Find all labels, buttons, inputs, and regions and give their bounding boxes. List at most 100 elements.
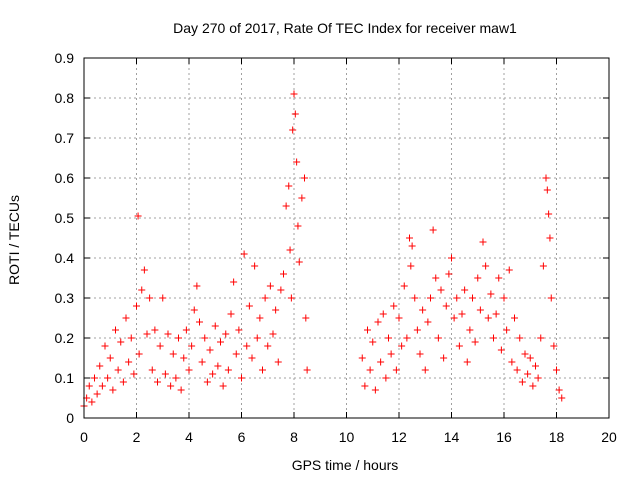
data-point [164, 330, 172, 338]
data-point [269, 330, 277, 338]
data-point [369, 338, 377, 346]
data-point [104, 374, 112, 382]
data-point [206, 346, 214, 354]
data-point [539, 262, 547, 270]
data-point [88, 398, 96, 406]
data-point [182, 326, 190, 334]
data-point [448, 254, 455, 262]
data-point [387, 350, 395, 358]
data-point [471, 338, 479, 346]
data-point [112, 326, 119, 334]
data-point [479, 238, 487, 246]
data-point [407, 262, 415, 270]
data-point [377, 358, 385, 366]
data-point [390, 302, 398, 310]
data-point [98, 382, 106, 390]
data-point [382, 374, 390, 382]
data-point [259, 366, 266, 374]
data-point [287, 294, 295, 302]
data-point [427, 294, 434, 302]
data-point [487, 290, 495, 298]
y-tick-label: 0 [66, 410, 74, 426]
data-point [175, 334, 182, 342]
x-tick-label: 0 [80, 429, 88, 445]
data-point [545, 210, 553, 218]
data-point [408, 242, 416, 250]
data-point [406, 234, 413, 242]
data-point [143, 330, 151, 338]
data-point [440, 354, 448, 362]
data-point [130, 370, 138, 378]
data-point [416, 350, 424, 358]
data-point [282, 202, 290, 210]
x-tick-label: 12 [391, 429, 407, 445]
data-point [109, 386, 117, 394]
data-point [177, 386, 185, 394]
data-point [214, 362, 222, 370]
data-point [371, 386, 379, 394]
data-point [374, 318, 382, 326]
grid [84, 58, 609, 418]
data-point [434, 334, 442, 342]
y-tick-label: 0.9 [55, 50, 75, 66]
data-point [524, 370, 532, 378]
x-tick-label: 16 [496, 429, 512, 445]
data-point [151, 326, 159, 334]
data-point [395, 314, 403, 322]
data-point [450, 314, 458, 322]
data-point [198, 358, 206, 366]
data-point [553, 366, 560, 374]
x-tick-label: 20 [601, 429, 617, 445]
data-point [161, 370, 169, 378]
data-point [261, 294, 269, 302]
y-axis-label: ROTI / TECUs [6, 195, 22, 285]
data-point [232, 350, 240, 358]
data-point [508, 358, 516, 366]
data-point [122, 314, 130, 322]
data-point [432, 274, 440, 282]
data-point [203, 378, 211, 386]
data-point [190, 306, 198, 314]
data-point [529, 382, 537, 390]
y-tick-label: 0.1 [55, 370, 75, 386]
data-points [80, 90, 566, 410]
data-point [285, 182, 293, 190]
y-tick-labels: 0 0.1 0.2 0.3 0.4 0.5 0.6 0.7 0.8 0.9 [55, 50, 75, 426]
chart-title: Day 270 of 2017, Rate Of TEC Index for r… [173, 20, 517, 36]
data-point [134, 212, 142, 220]
x-tick-label: 8 [290, 429, 298, 445]
data-point [101, 342, 109, 350]
data-point [490, 334, 497, 342]
data-point [294, 222, 302, 230]
data-point [484, 314, 492, 322]
data-point [227, 310, 235, 318]
y-tick-label: 0.4 [55, 250, 75, 266]
data-point [392, 366, 400, 374]
data-point [280, 270, 287, 278]
data-point [476, 306, 484, 314]
data-point [277, 286, 285, 294]
data-point [413, 326, 421, 334]
data-point [274, 358, 282, 366]
data-point [93, 390, 101, 398]
data-point [180, 354, 188, 362]
x-tick-label: 6 [238, 429, 246, 445]
y-tick-label: 0.7 [55, 130, 75, 146]
data-point [542, 174, 550, 182]
data-point [133, 302, 140, 310]
data-point [411, 294, 419, 302]
data-point [106, 354, 114, 362]
data-point [366, 366, 374, 374]
data-point [403, 334, 411, 342]
data-point [188, 342, 196, 350]
data-point [253, 334, 261, 342]
y-tick-label: 0.3 [55, 290, 75, 306]
data-point [442, 302, 450, 310]
data-point [289, 126, 297, 134]
data-point [251, 262, 259, 270]
x-tick-labels: 0 2 4 6 8 10 12 14 16 18 20 [80, 429, 617, 445]
data-point [243, 342, 251, 350]
data-point [138, 286, 146, 294]
data-point [550, 342, 558, 350]
